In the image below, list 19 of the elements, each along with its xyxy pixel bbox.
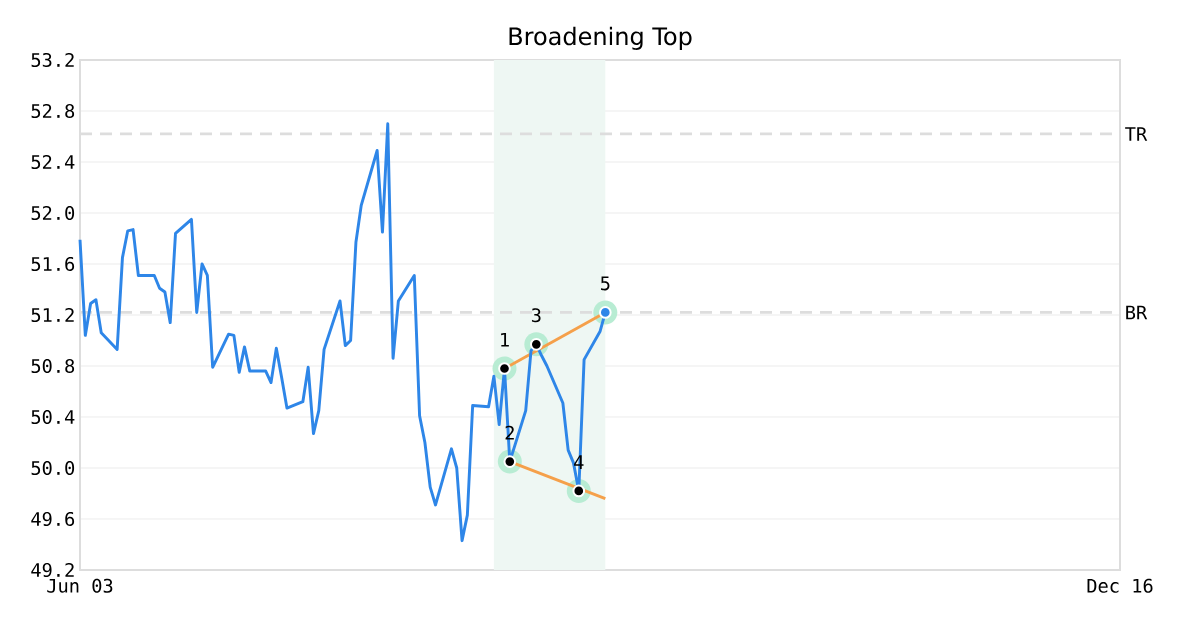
annotation: 1: [501, 332, 509, 347]
y-tick-label: 52.8: [31, 103, 75, 119]
y-tick-label: 49.2: [31, 562, 74, 578]
y-tick-label: 51.6: [31, 256, 75, 272]
annotation: 5: [600, 276, 610, 291]
chart-title: Broadening Top: [509, 26, 692, 50]
x-tick-label: Jun 03: [47, 578, 113, 593]
y-tick-label: 50.0: [31, 460, 75, 476]
y-tick-label: 51.2: [31, 307, 74, 323]
x-tick-label: Dec 16: [1087, 578, 1153, 593]
y-tick-label: 53.2: [31, 52, 74, 68]
y-tick-label: 49.6: [31, 511, 75, 527]
ref-line-label: TR: [1125, 127, 1148, 141]
ref-line-label: BR: [1126, 305, 1148, 320]
y-tick-label: 50.4: [31, 409, 75, 425]
y-tick-label: 52.0: [31, 205, 75, 221]
y-tick-label: 52.4: [31, 154, 75, 170]
y-tick-label: 50.8: [31, 358, 75, 374]
annotation: 3: [531, 308, 541, 323]
